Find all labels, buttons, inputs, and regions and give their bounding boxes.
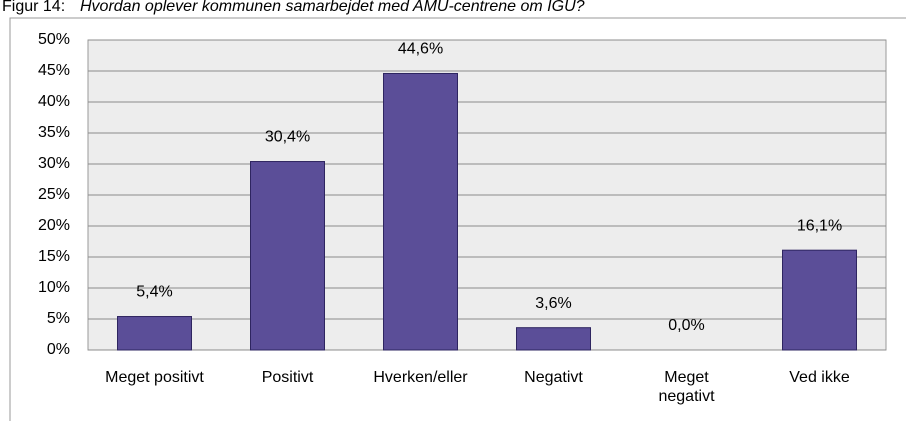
x-tick-label: Meget negativt <box>658 369 715 405</box>
x-tick-label: Hverken/eller <box>373 369 468 386</box>
value-label: 5,4% <box>136 284 172 301</box>
value-label: 3,6% <box>535 295 571 312</box>
y-tick-label: 35% <box>38 124 70 141</box>
x-tick-label: Positivt <box>261 369 314 386</box>
value-label: 0,0% <box>668 317 704 334</box>
y-tick-label: 45% <box>38 62 70 79</box>
figure-label: Figur 14: <box>2 0 65 15</box>
y-tick-label: 50% <box>38 31 70 48</box>
bar <box>516 327 591 351</box>
y-tick-label: 15% <box>38 248 70 265</box>
x-tick-label: Meget positivt <box>105 369 204 386</box>
y-tick-label: 5% <box>47 310 70 327</box>
bar <box>117 316 192 351</box>
bar <box>250 161 325 351</box>
y-tick-label: 20% <box>38 217 70 234</box>
bar <box>383 72 458 351</box>
x-tick-label: Negativt <box>524 369 583 386</box>
y-tick-label: 25% <box>38 186 70 203</box>
y-tick-label: 30% <box>38 155 70 172</box>
value-label: 16,1% <box>797 217 842 234</box>
value-label: 30,4% <box>265 129 310 146</box>
value-label: 44,6% <box>398 41 443 58</box>
bar <box>782 249 857 351</box>
y-tick-label: 40% <box>38 93 70 110</box>
y-tick-label: 0% <box>47 341 70 358</box>
x-tick-label: Ved ikke <box>789 369 850 386</box>
y-tick-label: 10% <box>38 279 70 296</box>
chart-title: Hvordan oplever kommunen samarbejdet med… <box>80 0 585 15</box>
chart-border <box>9 17 906 421</box>
